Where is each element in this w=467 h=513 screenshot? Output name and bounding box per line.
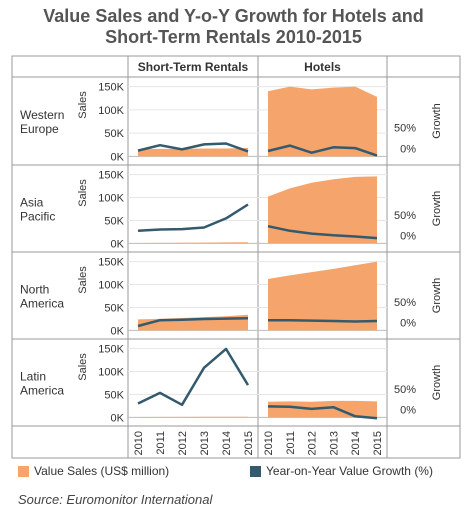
y-axis-label-growth-2: Growth	[431, 278, 443, 313]
row-label-0-line-1: Europe	[20, 122, 59, 136]
y-tick-label-sales-3-2: 100K	[98, 367, 124, 379]
y-tick-label-growth-3-1: 50%	[394, 384, 416, 396]
y-tick-label-sales-1-1: 50K	[104, 215, 124, 227]
x-tick-label-1-2011: 2011	[285, 431, 297, 455]
y-tick-label-sales-0-1: 50K	[104, 128, 124, 140]
y-tick-label-sales-3-1: 50K	[104, 389, 124, 401]
legend-label-growth: Year-on-Year Value Growth (%)	[266, 464, 433, 478]
sales-area-north-america-hotels	[268, 261, 377, 331]
y-tick-label-sales-1-0: 0K	[111, 238, 125, 250]
growth-line-latin-america-short-term-rentals	[137, 347, 250, 407]
row-label-1-line-0: Asia	[20, 196, 44, 210]
sales-area-western-europe-hotels	[268, 86, 377, 157]
y-axis-label-sales-1: Sales	[77, 179, 89, 207]
legend-item-growth: Year-on-Year Value Growth (%)	[250, 464, 433, 478]
y-tick-label-sales-3-3: 150K	[98, 344, 124, 356]
chart-title-line-1: Value Sales and Y-o-Y Growth for Hotels …	[43, 6, 424, 26]
y-tick-label-sales-0-2: 100K	[98, 105, 124, 117]
chart-title: Value Sales and Y-o-Y Growth for Hotels …	[0, 6, 467, 48]
row-label-0-line-0: Western	[20, 108, 64, 122]
row-label-2-line-1: America	[20, 297, 64, 311]
y-tick-label-sales-3-0: 0K	[111, 412, 125, 424]
legend: Value Sales (US$ million) Year-on-Year V…	[18, 464, 458, 484]
row-label-3-line-0: Latin	[20, 370, 46, 384]
x-tick-label-1-2015: 2015	[372, 431, 384, 455]
legend-swatch-growth	[250, 465, 261, 477]
growth-line-asia-pacific-short-term-rentals	[137, 203, 249, 233]
y-tick-label-sales-0-3: 150K	[98, 82, 124, 94]
x-tick-label-0-2014: 2014	[221, 431, 233, 455]
y-tick-label-growth-3-0: 0%	[400, 405, 416, 417]
y-tick-label-growth-0-1: 50%	[394, 123, 416, 135]
y-axis-label-sales-2: Sales	[77, 266, 89, 294]
sales-area-asia-pacific-hotels	[268, 176, 377, 244]
y-axis-label-growth-1: Growth	[431, 191, 443, 226]
y-tick-label-sales-2-1: 50K	[104, 302, 124, 314]
chart-frame	[11, 55, 461, 459]
x-tick-label-0-2011: 2011	[155, 431, 167, 455]
legend-item-sales: Value Sales (US$ million)	[18, 464, 169, 478]
row-label-2-line-0: North	[20, 283, 49, 297]
y-tick-label-sales-2-2: 100K	[98, 280, 124, 292]
y-axis-label-growth-0: Growth	[431, 103, 443, 138]
row-label-3-line-1: America	[20, 384, 64, 398]
y-tick-label-growth-1-1: 50%	[394, 210, 416, 222]
x-tick-label-0-2013: 2013	[199, 431, 211, 455]
x-tick-label-1-2012: 2012	[307, 431, 319, 455]
y-tick-label-sales-1-2: 100K	[98, 193, 124, 205]
y-axis-label-sales-3: Sales	[77, 353, 89, 381]
growth-line-north-america-hotels	[268, 318, 378, 323]
y-tick-label-sales-1-3: 150K	[98, 170, 124, 182]
column-header-hotels: Hotels	[304, 60, 341, 74]
sales-area-western-europe-short-term-rentals	[138, 148, 248, 157]
y-axis-label-growth-3: Growth	[431, 365, 443, 400]
y-tick-label-growth-1-0: 0%	[400, 231, 416, 243]
growth-line-western-europe-hotels	[267, 144, 378, 157]
y-axis-label-sales-0: Sales	[77, 91, 89, 119]
sales-area-latin-america-short-term-rentals	[138, 416, 248, 418]
chart-title-line-2: Short-Term Rentals 2010-2015	[105, 27, 362, 47]
x-tick-label-0-2012: 2012	[177, 431, 189, 455]
x-tick-label-0-2015: 2015	[243, 431, 255, 455]
legend-swatch-sales	[18, 465, 29, 477]
growth-line-north-america-short-term-rentals	[137, 316, 249, 328]
x-tick-label-1-2010: 2010	[263, 431, 275, 455]
x-tick-label-1-2014: 2014	[350, 431, 362, 455]
x-tick-label-0-2010: 2010	[133, 431, 145, 455]
row-label-1-line-1: Pacific	[20, 210, 55, 224]
growth-line-asia-pacific-hotels	[267, 224, 378, 240]
y-tick-label-growth-2-1: 50%	[394, 297, 416, 309]
x-tick-label-1-2013: 2013	[328, 431, 340, 455]
y-tick-label-sales-2-3: 150K	[98, 257, 124, 269]
legend-label-sales: Value Sales (US$ million)	[34, 464, 170, 478]
growth-line-western-europe-short-term-rentals	[137, 142, 249, 153]
column-header-short-term-rentals: Short-Term Rentals	[138, 60, 249, 74]
y-tick-label-sales-2-0: 0K	[111, 325, 125, 337]
y-tick-label-growth-2-0: 0%	[400, 318, 416, 330]
sales-area-asia-pacific-short-term-rentals	[138, 242, 248, 244]
y-tick-label-sales-0-0: 0K	[111, 151, 125, 163]
growth-line-latin-america-hotels	[267, 405, 378, 420]
source-note: Source: Euromonitor International	[18, 492, 213, 507]
y-tick-label-growth-0-0: 0%	[400, 144, 416, 156]
